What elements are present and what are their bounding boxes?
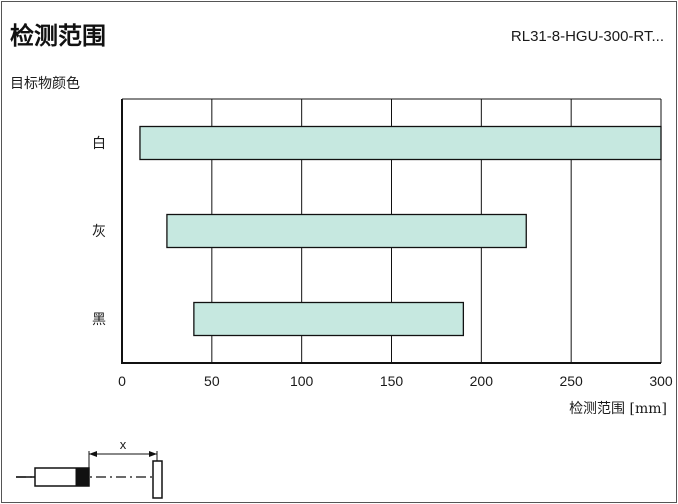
x-tick-label-100: 100: [290, 373, 314, 389]
x-tick-label-300: 300: [649, 373, 673, 389]
bar-2: [166, 213, 527, 249]
target-object: [152, 460, 163, 499]
category-label-2: 灰: [92, 224, 106, 240]
x-axis-label: 检测范围 [mm]: [569, 400, 667, 417]
sensor-diagram: x: [16, 437, 163, 499]
range-bars: [139, 125, 662, 337]
bar-1: [139, 125, 662, 161]
sensor-lens: [75, 467, 90, 487]
bar-3: [193, 301, 465, 337]
x-tick-label-150: 150: [380, 373, 404, 389]
x-tick-label-50: 50: [204, 373, 220, 389]
dimension-label: x: [120, 437, 127, 452]
dim-arrow-left: [89, 451, 97, 457]
x-tick-label-250: 250: [559, 373, 583, 389]
x-tick-label-200: 200: [470, 373, 494, 389]
page-title: 检测范围: [10, 21, 106, 50]
x-tick-label-0: 0: [118, 373, 126, 389]
category-label-1: 白: [92, 136, 106, 152]
y-axis-label: 目标物颜色: [10, 75, 80, 92]
dim-arrow-right: [149, 451, 157, 457]
model-code: RL31-8-HGU-300-RT...: [510, 28, 664, 45]
axes: [121, 99, 661, 364]
category-label-3: 黑: [92, 312, 106, 328]
